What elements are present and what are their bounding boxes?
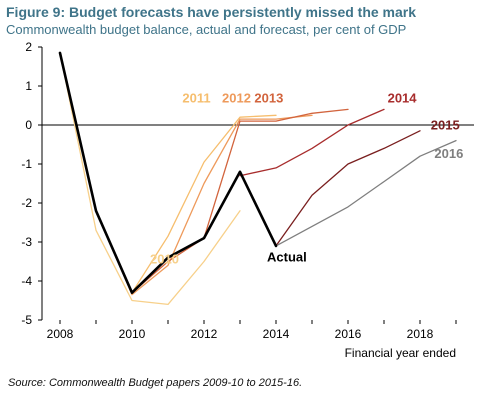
- series-label-2014: 2014: [388, 90, 418, 105]
- y-tick-label: 2: [25, 40, 32, 54]
- figure-subtitle: Commonwealth budget balance, actual and …: [6, 22, 407, 37]
- y-tick-label: -1: [21, 157, 32, 171]
- series-line-2016: [275, 139, 457, 247]
- series-label-actual: Actual: [267, 250, 307, 265]
- axes: 2 1 0 -1 -2 -3 -4 -5 2008 2010 2012 2014 2016 2018: [21, 40, 474, 341]
- y-tick-label: -2: [21, 196, 32, 210]
- x-tick-label: 2016: [335, 327, 362, 341]
- x-tick-label: 2014: [263, 327, 290, 341]
- series-labels: 2010 2011 2012 2013 2014 2015 2016 Actual: [150, 90, 463, 266]
- figure-title: Figure 9: Budget forecasts have persiste…: [6, 4, 417, 20]
- series-label-2011: 2011: [182, 90, 210, 105]
- series-line-actual: [58, 51, 278, 295]
- x-tick-label: 2012: [191, 327, 218, 341]
- x-tick-label: 2008: [47, 327, 74, 341]
- x-tick-label: 2010: [119, 327, 146, 341]
- series-line-2014: [239, 108, 385, 177]
- series-lines: [58, 51, 457, 306]
- series-label-2012: 2012: [222, 90, 251, 105]
- source-note: Source: Commonwealth Budget papers 2009-…: [8, 377, 303, 389]
- series-label-2016: 2016: [434, 146, 463, 161]
- y-tick-label: 0: [25, 118, 32, 132]
- x-axis-title: Financial year ended: [345, 346, 456, 360]
- series-line-2010: [59, 52, 241, 306]
- series-label-2015: 2015: [431, 118, 460, 133]
- y-tick-label: -4: [21, 274, 32, 288]
- series-label-2010: 2010: [150, 251, 179, 266]
- x-tick-label: 2018: [407, 327, 434, 341]
- series-line-2015: [275, 130, 421, 247]
- series-label-2013: 2013: [254, 90, 283, 105]
- y-tick-label: -5: [21, 313, 32, 327]
- y-tick-label: -3: [21, 235, 32, 249]
- y-tick-label: 1: [25, 79, 32, 93]
